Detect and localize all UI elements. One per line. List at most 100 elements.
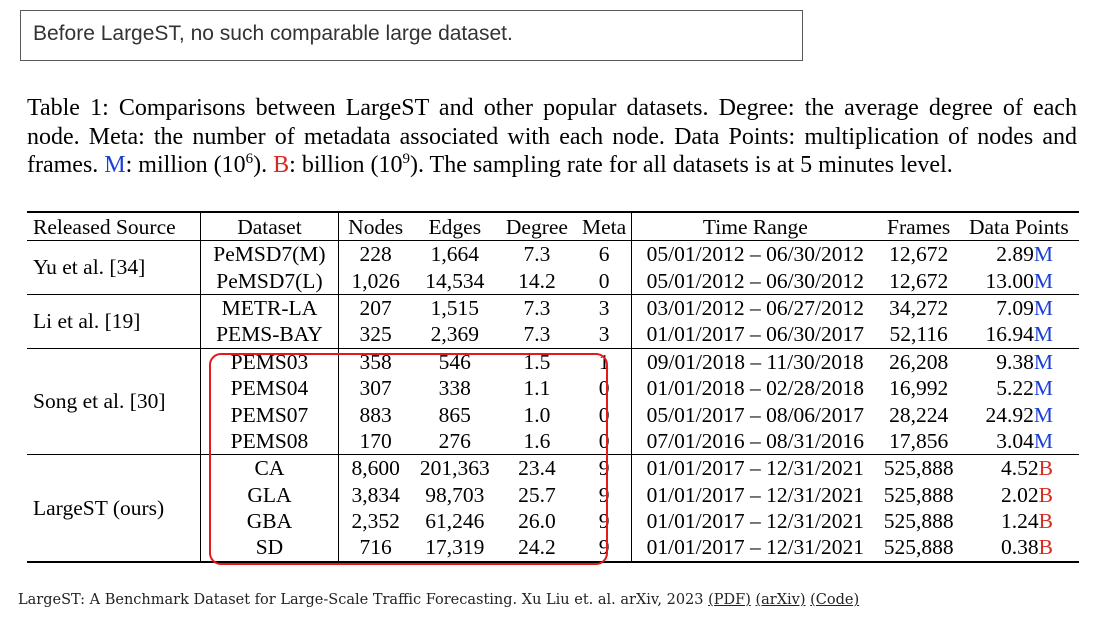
table-row: Yu et al. [34] PeMSD7(M) 228 1,664 7.3 6 05/01…	[27, 240, 1079, 295]
released-source-cell: LargeST (ours)	[27, 454, 202, 562]
edges-cell: 546	[438, 349, 471, 374]
data-points-value: 9.38	[996, 349, 1034, 374]
nodes-cell: 1,026	[351, 268, 400, 293]
data-points-unit: B	[1038, 482, 1053, 507]
meta-cell: 3	[577, 294, 633, 322]
data-points-cell: 5.22M	[959, 375, 1079, 401]
edges-cell: 338	[438, 376, 471, 401]
frames-cell: 525,888	[883, 535, 954, 560]
data-points-cell: 9.38M	[959, 348, 1079, 375]
dataset-cell: PeMSD7(L)	[200, 267, 339, 295]
dataset-cell: CA	[200, 454, 339, 482]
million-letter: M	[104, 152, 126, 178]
data-points-value: 3.04	[996, 428, 1034, 453]
dataset-cell: GLA	[200, 481, 339, 508]
data-points-unit: M	[1033, 268, 1053, 293]
data-points-cell: 24.92M	[959, 401, 1079, 427]
header-nodes: Nodes	[348, 214, 404, 239]
data-points-cell: 0.38B	[959, 534, 1079, 561]
table-row: PEMS04 307 338 1.1 0 01/01/2018 – 02/28/2018 1…	[27, 374, 1079, 402]
caption-text-1: Table 1: Comparisons between LargeST and…	[27, 95, 1077, 178]
degree-cell: 7.3	[523, 322, 551, 347]
table-row: Song et al. [30] PEMS03 358 546 1.5 1 09/01/20…	[27, 348, 1079, 455]
dataset-cell: PEMS03	[200, 348, 339, 375]
edges-cell: 1,664	[430, 242, 479, 267]
table-row: PEMS07 883 865 1.0 0 05/01/2017 – 08/06/2017 2…	[27, 401, 1079, 428]
meta-cell: 9	[577, 454, 633, 482]
caption-text-5: ). The sampling rate for all datasets is…	[410, 152, 953, 178]
degree-cell: 1.0	[523, 402, 551, 427]
released-source-cell: Yu et al. [34]	[27, 240, 202, 295]
edges-cell: 2,369	[430, 322, 479, 347]
time-range-cell: 05/01/2012 – 06/30/2012	[646, 268, 865, 293]
time-range-cell: 05/01/2012 – 06/30/2012	[646, 242, 865, 267]
code-link[interactable]: (Code)	[810, 592, 860, 608]
frames-cell: 17,856	[889, 428, 949, 453]
table-row: PEMS08 170 276 1.6 0 07/01/2016 – 08/31/2016 1…	[27, 427, 1079, 455]
header-time-range: Time Range	[702, 214, 808, 239]
caption-text-3: ).	[253, 152, 274, 178]
data-points-unit: M	[1033, 428, 1053, 453]
table-group: Yu et al. [34] PeMSD7(M) 228 1,664 7.3 6 05/01…	[27, 240, 1079, 295]
nodes-cell: 307	[359, 376, 392, 401]
frames-cell: 16,992	[889, 376, 949, 401]
data-points-unit: M	[1033, 349, 1053, 374]
arxiv-link[interactable]: (arXiv)	[755, 592, 806, 608]
dataset-cell: METR-LA	[200, 294, 339, 322]
nodes-cell: 170	[359, 428, 392, 453]
frames-cell: 525,888	[883, 456, 954, 481]
time-range-cell: 05/01/2017 – 08/06/2017	[646, 402, 865, 427]
dataset-cell: PEMS08	[200, 427, 339, 455]
frames-cell: 26,208	[889, 349, 949, 374]
frames-cell: 34,272	[889, 295, 949, 320]
table-row: Li et al. [19] METR-LA 207 1,515 7.3 3 03/01/2…	[27, 294, 1079, 349]
meta-cell: 0	[577, 401, 633, 428]
edges-cell: 17,319	[425, 535, 485, 560]
degree-cell: 1.1	[523, 376, 551, 401]
data-points-value: 2.02	[1001, 482, 1039, 507]
frames-cell: 52,116	[889, 322, 948, 347]
data-points-cell: 3.04M	[959, 428, 1079, 455]
degree-cell: 24.2	[518, 535, 556, 560]
nodes-cell: 325	[359, 322, 392, 347]
degree-cell: 7.3	[523, 242, 551, 267]
data-points-value: 24.92	[985, 402, 1034, 427]
nodes-cell: 716	[359, 535, 392, 560]
data-points-value: 4.52	[1001, 456, 1039, 481]
edges-cell: 61,246	[425, 509, 485, 534]
nodes-cell: 2,352	[351, 509, 400, 534]
data-points-cell: 13.00M	[959, 267, 1079, 294]
dataset-cell: GBA	[200, 507, 339, 535]
frames-cell: 28,224	[889, 402, 949, 427]
pdf-link[interactable]: (PDF)	[708, 592, 751, 608]
released-source-cell: Song et al. [30]	[27, 348, 202, 455]
meta-cell: 9	[577, 507, 633, 535]
released-source-cell: Li et al. [19]	[27, 294, 202, 349]
table-header-row: Released Source Dataset Nodes Edges Degr…	[27, 212, 1079, 241]
time-range-cell: 01/01/2017 – 12/31/2021	[646, 535, 865, 560]
edges-cell: 1,515	[430, 295, 479, 320]
header-frames: Frames	[887, 214, 951, 239]
nodes-cell: 3,834	[351, 482, 400, 507]
degree-cell: 25.7	[518, 482, 556, 507]
data-points-cell: 2.89M	[959, 241, 1079, 268]
citation-text: LargeST: A Benchmark Dataset for Large-S…	[18, 592, 709, 608]
nodes-cell: 8,600	[351, 456, 400, 481]
table-row: SD 716 17,319 24.2 9 01/01/2017 – 12/31/2021 5…	[27, 534, 1079, 562]
data-points-unit: M	[1033, 322, 1053, 347]
meta-cell: 3	[577, 321, 633, 349]
meta-cell: 6	[577, 240, 633, 268]
caption-text-2: : million (10	[125, 152, 246, 178]
nodes-cell: 883	[359, 402, 392, 427]
data-points-value: 7.09	[996, 295, 1034, 320]
header-data-points: Data Points	[968, 214, 1069, 239]
header-edges: Edges	[428, 214, 482, 239]
table-row: PEMS-BAY 325 2,369 7.3 3 01/01/2017 – 06/30/2…	[27, 321, 1079, 349]
time-range-cell: 09/01/2018 – 11/30/2018	[647, 349, 864, 374]
table-group: Song et al. [30] PEMS03 358 546 1.5 1 09/01/20…	[27, 348, 1079, 455]
time-range-cell: 01/01/2017 – 06/30/2017	[646, 322, 865, 347]
data-points-unit: B	[1038, 509, 1053, 534]
data-points-value: 0.38	[1001, 535, 1039, 560]
data-points-cell: 1.24B	[959, 508, 1079, 534]
billion-letter: B	[273, 152, 290, 178]
